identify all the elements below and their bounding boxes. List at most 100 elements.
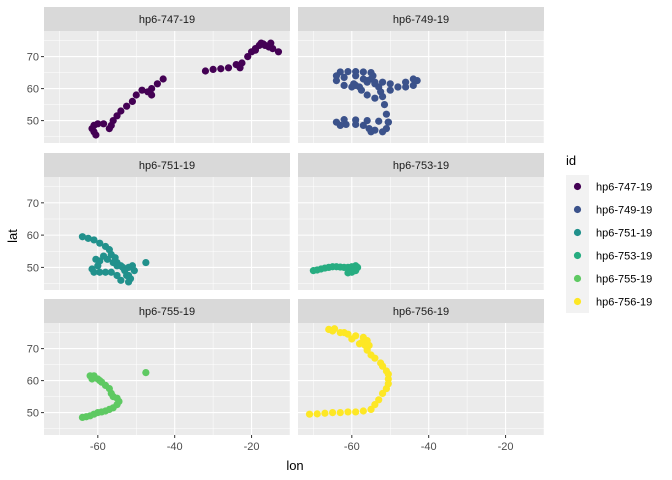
data-point — [365, 125, 373, 133]
data-point — [344, 408, 352, 416]
y-axis-title: lat — [5, 229, 20, 243]
data-point — [132, 91, 140, 99]
data-point — [313, 410, 321, 418]
data-point — [148, 85, 156, 93]
data-point — [217, 65, 225, 73]
data-point — [123, 271, 131, 280]
y-tick-label: 60 — [27, 230, 39, 242]
data-point — [357, 339, 366, 347]
facet-strip — [44, 7, 290, 31]
x-axis-title: lon — [286, 458, 303, 473]
data-point — [386, 86, 394, 94]
facet-strip-label: hp6-751-19 — [139, 160, 195, 172]
data-point — [325, 325, 333, 333]
y-tick-label: 60 — [27, 84, 39, 96]
facet-strip — [298, 153, 544, 177]
data-point — [113, 112, 121, 120]
data-point — [238, 59, 246, 67]
data-point — [380, 101, 389, 109]
data-point — [371, 78, 379, 86]
legend-marker — [573, 297, 582, 306]
series-points-hp6-756-19 — [305, 325, 392, 418]
x-tick-label: -20 — [498, 441, 514, 453]
facet-strip-label: hp6-747-19 — [139, 14, 195, 26]
y-tick-label: 70 — [27, 52, 39, 64]
data-point — [244, 53, 252, 61]
data-point — [336, 68, 344, 76]
data-point — [363, 91, 371, 99]
data-point — [94, 120, 102, 128]
data-point — [371, 401, 379, 409]
facet-strip-label: hp6-753-19 — [393, 160, 449, 172]
data-point — [375, 117, 383, 125]
data-point — [378, 78, 387, 86]
legend-marker — [573, 182, 582, 191]
data-point — [328, 409, 337, 417]
series-points-hp6-753-19 — [309, 262, 362, 277]
data-point — [378, 93, 387, 101]
x-tick-label: -60 — [90, 441, 106, 453]
data-point — [117, 107, 125, 115]
data-point — [363, 117, 371, 125]
legend-label: hp6-751-19 — [596, 228, 652, 240]
data-point — [386, 80, 394, 88]
x-tick-label: -40 — [421, 441, 437, 453]
y-tick-label: 70 — [27, 198, 39, 210]
data-point — [109, 117, 117, 125]
data-point — [348, 335, 356, 343]
facet-strip — [298, 7, 544, 31]
data-point — [124, 278, 133, 286]
data-point — [128, 97, 137, 105]
panel-background — [298, 31, 544, 143]
facet-panels: hp6-747-19 50 60 70 hp6-749-19 hp6-751-19 50 60… — [27, 7, 545, 453]
legend-label: hp6-755-19 — [596, 274, 652, 286]
data-point — [377, 359, 385, 367]
data-point — [99, 120, 108, 128]
y-tick-label: 50 — [27, 408, 39, 420]
data-point — [352, 408, 360, 416]
data-point — [382, 367, 391, 375]
data-point — [267, 39, 275, 47]
data-point — [336, 409, 344, 417]
data-point — [119, 263, 127, 271]
data-point — [224, 64, 233, 72]
data-point — [201, 67, 210, 75]
data-point — [352, 116, 360, 124]
legend-label: hp6-753-19 — [596, 251, 652, 263]
legend-label: hp6-756-19 — [596, 297, 652, 309]
facet-strip — [298, 299, 544, 323]
data-point — [209, 65, 217, 73]
data-point — [344, 68, 352, 76]
data-point — [159, 75, 167, 83]
legend-marker — [573, 274, 582, 283]
data-point — [402, 78, 410, 86]
data-point — [88, 375, 96, 383]
data-point — [332, 77, 341, 85]
data-point — [148, 91, 156, 99]
y-axis-title-group: lat — [5, 229, 20, 243]
x-tick-label: -60 — [344, 441, 360, 453]
data-point — [382, 110, 391, 118]
data-point — [78, 233, 87, 241]
facet-panel-hp6-751-19: hp6-751-19 50 60 70 — [27, 153, 291, 290]
data-point — [103, 255, 112, 263]
data-point — [409, 75, 417, 83]
data-point — [138, 86, 146, 94]
series-points-hp6-755-19 — [78, 369, 150, 421]
series-points-hp6-751-19 — [78, 233, 150, 286]
data-point — [384, 118, 392, 126]
data-point — [257, 39, 265, 47]
data-point — [113, 271, 121, 280]
data-point — [90, 236, 98, 244]
legend-item-hp6-749-19: hp6-749-19 — [566, 198, 652, 221]
data-point — [367, 405, 375, 413]
data-point — [359, 333, 367, 341]
data-point — [274, 48, 283, 56]
legend-item-hp6-756-19: hp6-756-19 — [566, 290, 652, 313]
legend-item-hp6-755-19: hp6-755-19 — [566, 267, 652, 290]
facet-panel-hp6-749-19: hp6-749-19 — [298, 7, 545, 143]
data-point — [344, 269, 352, 277]
data-point — [359, 68, 367, 76]
data-point — [330, 325, 339, 333]
data-point — [88, 265, 96, 273]
